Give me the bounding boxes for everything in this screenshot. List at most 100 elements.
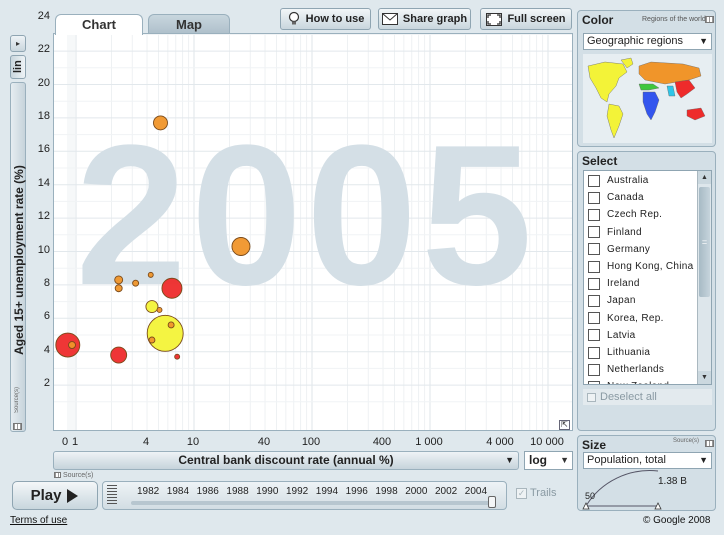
- data-bubble: [174, 353, 181, 360]
- color-select[interactable]: Geographic regions ▼: [583, 33, 712, 50]
- country-label: Ireland: [607, 278, 640, 290]
- country-checkbox[interactable]: [588, 226, 600, 239]
- timeline-year: 1982: [137, 486, 160, 497]
- country-item[interactable]: Korea, Rep.: [588, 310, 664, 327]
- y-grid-icon[interactable]: [13, 423, 22, 430]
- y-tick-label: 4: [43, 343, 50, 356]
- x-source-link[interactable]: Source(s): [54, 472, 93, 479]
- size-select[interactable]: Population, total ▼: [583, 452, 712, 469]
- select-panel: Select Australia Canada Czech Rep. Finland G…: [577, 151, 716, 431]
- x-source-label: Source(s): [62, 472, 94, 479]
- color-grid-icon[interactable]: [705, 16, 714, 23]
- play-icon: [67, 488, 79, 503]
- country-item[interactable]: Czech Rep.: [588, 206, 662, 223]
- x-scale-select[interactable]: log ▼: [524, 451, 573, 470]
- timeline-track[interactable]: [131, 501, 496, 505]
- country-scrollbar[interactable]: ▲ = ▼: [697, 171, 711, 384]
- deselect-label: Deselect all: [600, 391, 657, 403]
- country-checkbox[interactable]: [588, 294, 600, 307]
- how-to-use-button[interactable]: How to use: [280, 8, 371, 30]
- country-label: Finland: [607, 226, 642, 238]
- country-item[interactable]: Hong Kong, China: [588, 258, 694, 275]
- y-tick-label: 8: [43, 276, 50, 289]
- share-graph-label: Share graph: [402, 13, 468, 25]
- x-tick-label: 1 000: [415, 436, 443, 448]
- chart-area[interactable]: 2005 ⇱: [53, 33, 573, 431]
- country-item[interactable]: Canada: [588, 189, 644, 206]
- timeline-handle[interactable]: [488, 496, 496, 508]
- size-panel: Size Source(s) Population, total ▼ 50 1.…: [577, 435, 716, 511]
- year-watermark: 2005: [76, 104, 537, 327]
- country-checkbox[interactable]: [588, 243, 600, 256]
- scroll-thumb[interactable]: =: [699, 187, 710, 297]
- y-source-link[interactable]: Source(s): [14, 387, 20, 414]
- fullscreen-icon: [486, 12, 503, 26]
- envelope-icon: [381, 13, 398, 25]
- y-axis-expand-button[interactable]: ▸: [10, 35, 26, 52]
- size-panel-title: Size: [582, 438, 607, 452]
- country-label: Netherlands: [607, 364, 665, 376]
- timeline-year: 1992: [286, 486, 309, 497]
- data-bubble: [161, 277, 183, 299]
- tab-chart[interactable]: Chart: [55, 14, 143, 35]
- country-item[interactable]: Japan: [588, 292, 636, 309]
- scroll-up-icon[interactable]: ▲: [698, 171, 711, 184]
- country-item[interactable]: Latvia: [588, 327, 636, 344]
- country-checkbox[interactable]: [588, 312, 600, 325]
- country-label: Lithuania: [607, 347, 651, 358]
- country-list[interactable]: Australia Canada Czech Rep. Finland Germany H…: [583, 170, 712, 385]
- color-panel: Color Regions of the world Geographic re…: [577, 10, 716, 147]
- country-item[interactable]: Ireland: [588, 275, 640, 292]
- timeline-year: 2000: [405, 486, 428, 497]
- timeline-year: 2004: [464, 486, 488, 497]
- data-bubble: [114, 275, 124, 285]
- x-tick-label: 10 000: [530, 436, 564, 448]
- country-item[interactable]: Australia: [588, 172, 649, 189]
- country-label: Czech Rep.: [607, 209, 663, 221]
- country-checkbox[interactable]: [588, 191, 600, 204]
- trails-toggle[interactable]: ✓ Trails: [516, 487, 556, 499]
- timeline-slider[interactable]: 1982 1984 1986 1988 1990 1992 1994 1996 1998 2000…: [102, 481, 507, 510]
- country-item[interactable]: Finland: [588, 224, 642, 241]
- country-checkbox[interactable]: [588, 277, 600, 290]
- speed-icon[interactable]: [107, 485, 117, 506]
- full-screen-button[interactable]: Full screen: [480, 8, 572, 30]
- size-min-label: 50: [585, 491, 596, 501]
- size-source-link[interactable]: Source(s): [673, 438, 700, 444]
- share-graph-button[interactable]: Share graph: [378, 8, 471, 30]
- chevron-down-icon: ▼: [699, 36, 708, 46]
- play-button[interactable]: Play: [12, 481, 98, 510]
- size-select-value: Population, total: [587, 454, 666, 466]
- x-scale-value: log: [529, 453, 547, 467]
- country-item[interactable]: New Zealand: [588, 378, 669, 384]
- y-axis-selector[interactable]: Aged 15+ unemployment rate (%) Source(s): [10, 82, 26, 432]
- country-label: Latvia: [607, 329, 636, 341]
- country-checkbox[interactable]: [588, 260, 600, 273]
- country-checkbox[interactable]: [588, 174, 600, 187]
- country-checkbox[interactable]: [588, 329, 600, 342]
- y-scale-button[interactable]: lin: [10, 55, 26, 79]
- deselect-all-button[interactable]: Deselect all: [583, 389, 712, 405]
- country-checkbox[interactable]: [588, 363, 600, 376]
- world-map[interactable]: [583, 54, 712, 143]
- scroll-down-icon[interactable]: ▼: [698, 371, 711, 384]
- timeline-year: 1996: [345, 486, 368, 497]
- size-slider[interactable]: [582, 470, 714, 510]
- y-tick-label: 20: [37, 76, 50, 89]
- trails-checkbox[interactable]: ✓: [516, 487, 527, 499]
- country-item[interactable]: Lithuania: [588, 344, 650, 361]
- tab-map[interactable]: Map: [148, 14, 230, 34]
- data-bubble: [110, 346, 128, 364]
- y-tick-label: 24: [37, 9, 50, 22]
- country-item[interactable]: Netherlands: [588, 361, 664, 378]
- country-item[interactable]: Germany: [588, 241, 650, 258]
- terms-link[interactable]: Terms of use: [10, 515, 68, 526]
- data-bubble: [68, 341, 76, 349]
- resize-icon[interactable]: ⇱: [559, 420, 570, 430]
- country-checkbox[interactable]: [588, 346, 600, 359]
- x-axis-selector[interactable]: Central bank discount rate (annual %) ▼: [53, 451, 519, 470]
- size-max-label: 1.38 B: [658, 476, 687, 487]
- country-checkbox[interactable]: [588, 380, 600, 384]
- country-checkbox[interactable]: [588, 208, 600, 221]
- size-grid-icon[interactable]: [705, 440, 714, 447]
